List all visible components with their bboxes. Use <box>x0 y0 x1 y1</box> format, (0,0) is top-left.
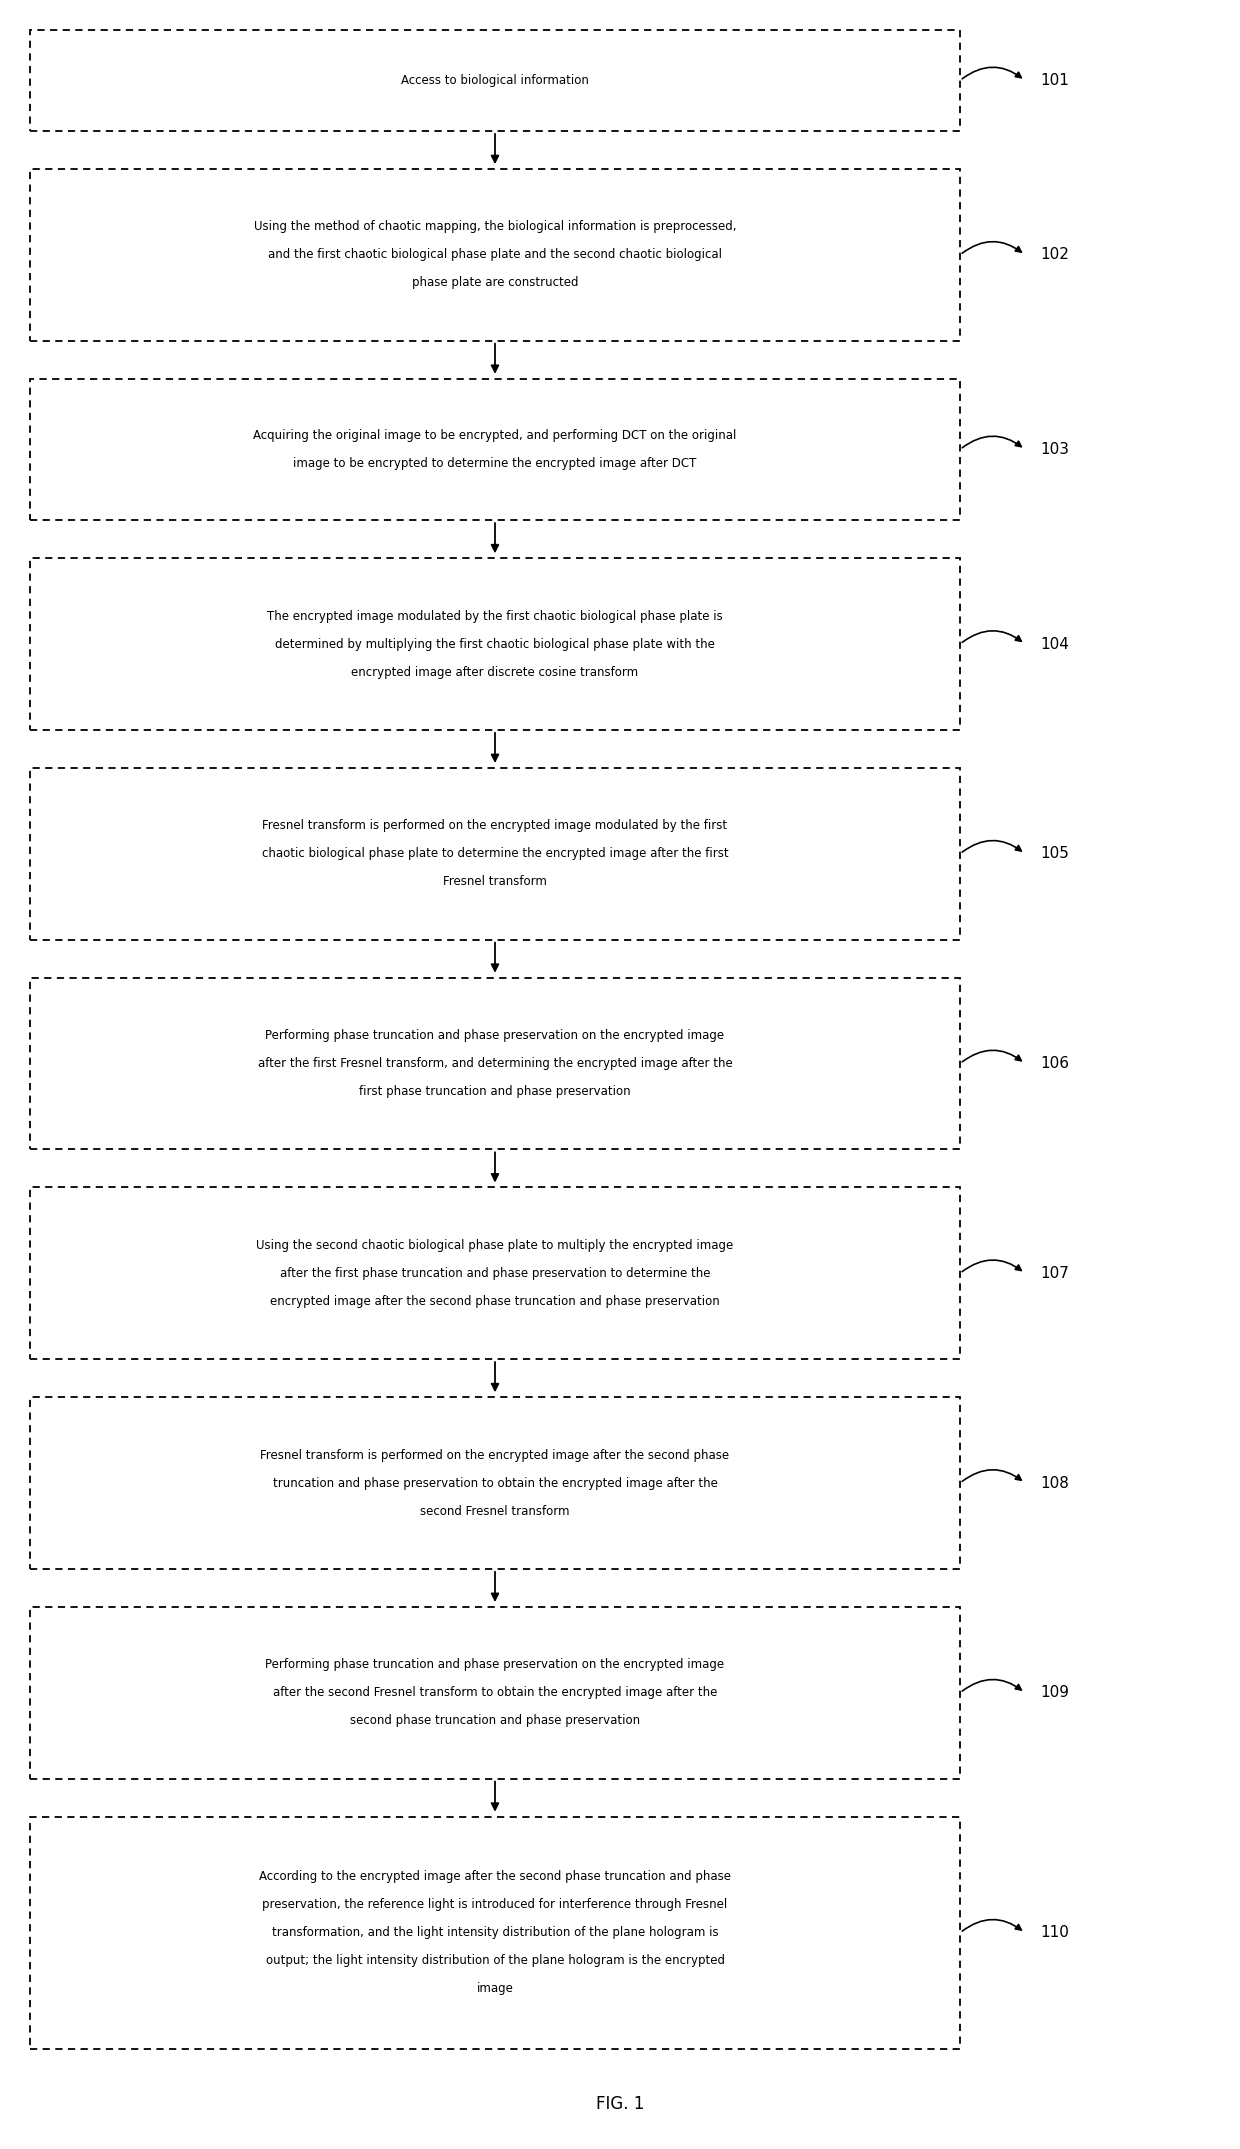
Bar <box>30 170 960 342</box>
Text: 104: 104 <box>1040 636 1069 651</box>
Text: 107: 107 <box>1040 1266 1069 1281</box>
Text: FIG. 1: FIG. 1 <box>595 2095 645 2112</box>
FancyArrowPatch shape <box>962 1470 1022 1481</box>
Bar <box>30 1188 960 1358</box>
Text: transformation, and the light intensity distribution of the plane hologram is: transformation, and the light intensity … <box>272 1926 718 1938</box>
FancyArrowPatch shape <box>962 1051 1022 1062</box>
FancyArrowPatch shape <box>962 632 1022 643</box>
FancyArrowPatch shape <box>962 241 1022 254</box>
Text: encrypted image after discrete cosine transform: encrypted image after discrete cosine tr… <box>351 666 639 679</box>
Bar <box>30 30 960 131</box>
Bar <box>30 1816 960 2048</box>
Text: encrypted image after the second phase truncation and phase preservation: encrypted image after the second phase t… <box>270 1296 720 1309</box>
FancyArrowPatch shape <box>962 1259 1022 1272</box>
Text: after the second Fresnel transform to obtain the encrypted image after the: after the second Fresnel transform to ob… <box>273 1687 717 1700</box>
FancyArrowPatch shape <box>962 67 1022 80</box>
Text: output; the light intensity distribution of the plane hologram is the encrypted: output; the light intensity distribution… <box>265 1953 724 1966</box>
Text: Using the second chaotic biological phase plate to multiply the encrypted image: Using the second chaotic biological phas… <box>257 1238 734 1251</box>
Text: phase plate are constructed: phase plate are constructed <box>412 277 578 290</box>
Bar <box>30 767 960 939</box>
Text: According to the encrypted image after the second phase truncation and phase: According to the encrypted image after t… <box>259 1870 732 1883</box>
Bar <box>30 978 960 1150</box>
Text: Using the method of chaotic mapping, the biological information is preprocessed,: Using the method of chaotic mapping, the… <box>254 221 737 234</box>
Text: Acquiring the original image to be encrypted, and performing DCT on the original: Acquiring the original image to be encry… <box>253 430 737 443</box>
Text: 101: 101 <box>1040 73 1069 88</box>
Bar <box>30 378 960 520</box>
Text: Performing phase truncation and phase preservation on the encrypted image: Performing phase truncation and phase pr… <box>265 1029 724 1042</box>
FancyArrowPatch shape <box>962 436 1022 447</box>
Text: Fresnel transform is performed on the encrypted image modulated by the first: Fresnel transform is performed on the en… <box>263 819 728 832</box>
Bar <box>30 559 960 731</box>
FancyArrowPatch shape <box>962 840 1022 853</box>
Text: Fresnel transform: Fresnel transform <box>443 875 547 888</box>
Text: second phase truncation and phase preservation: second phase truncation and phase preser… <box>350 1715 640 1728</box>
Text: preservation, the reference light is introduced for interference through Fresnel: preservation, the reference light is int… <box>263 1898 728 1910</box>
Text: 102: 102 <box>1040 247 1069 262</box>
Text: 106: 106 <box>1040 1055 1069 1070</box>
Text: chaotic biological phase plate to determine the encrypted image after the first: chaotic biological phase plate to determ… <box>262 847 728 860</box>
Text: Access to biological information: Access to biological information <box>401 73 589 86</box>
Text: first phase truncation and phase preservation: first phase truncation and phase preserv… <box>360 1085 631 1098</box>
Text: truncation and phase preservation to obtain the encrypted image after the: truncation and phase preservation to obt… <box>273 1476 718 1489</box>
Bar <box>30 1607 960 1779</box>
Text: 109: 109 <box>1040 1685 1069 1700</box>
Text: 103: 103 <box>1040 443 1069 458</box>
Text: image: image <box>476 1981 513 1994</box>
FancyArrowPatch shape <box>962 1681 1022 1691</box>
Text: The encrypted image modulated by the first chaotic biological phase plate is: The encrypted image modulated by the fir… <box>267 610 723 623</box>
Text: Fresnel transform is performed on the encrypted image after the second phase: Fresnel transform is performed on the en… <box>260 1448 729 1461</box>
Text: 108: 108 <box>1040 1476 1069 1491</box>
Text: after the first Fresnel transform, and determining the encrypted image after the: after the first Fresnel transform, and d… <box>258 1057 733 1070</box>
Text: determined by multiplying the first chaotic biological phase plate with the: determined by multiplying the first chao… <box>275 638 715 651</box>
Text: Performing phase truncation and phase preservation on the encrypted image: Performing phase truncation and phase pr… <box>265 1659 724 1672</box>
Bar <box>30 1397 960 1569</box>
Text: image to be encrypted to determine the encrypted image after DCT: image to be encrypted to determine the e… <box>294 458 697 471</box>
Text: and the first chaotic biological phase plate and the second chaotic biological: and the first chaotic biological phase p… <box>268 249 722 262</box>
Text: after the first phase truncation and phase preservation to determine the: after the first phase truncation and pha… <box>280 1266 711 1281</box>
FancyArrowPatch shape <box>962 1919 1022 1932</box>
Text: 105: 105 <box>1040 847 1069 862</box>
Text: second Fresnel transform: second Fresnel transform <box>420 1504 569 1517</box>
Text: 110: 110 <box>1040 1926 1069 1941</box>
